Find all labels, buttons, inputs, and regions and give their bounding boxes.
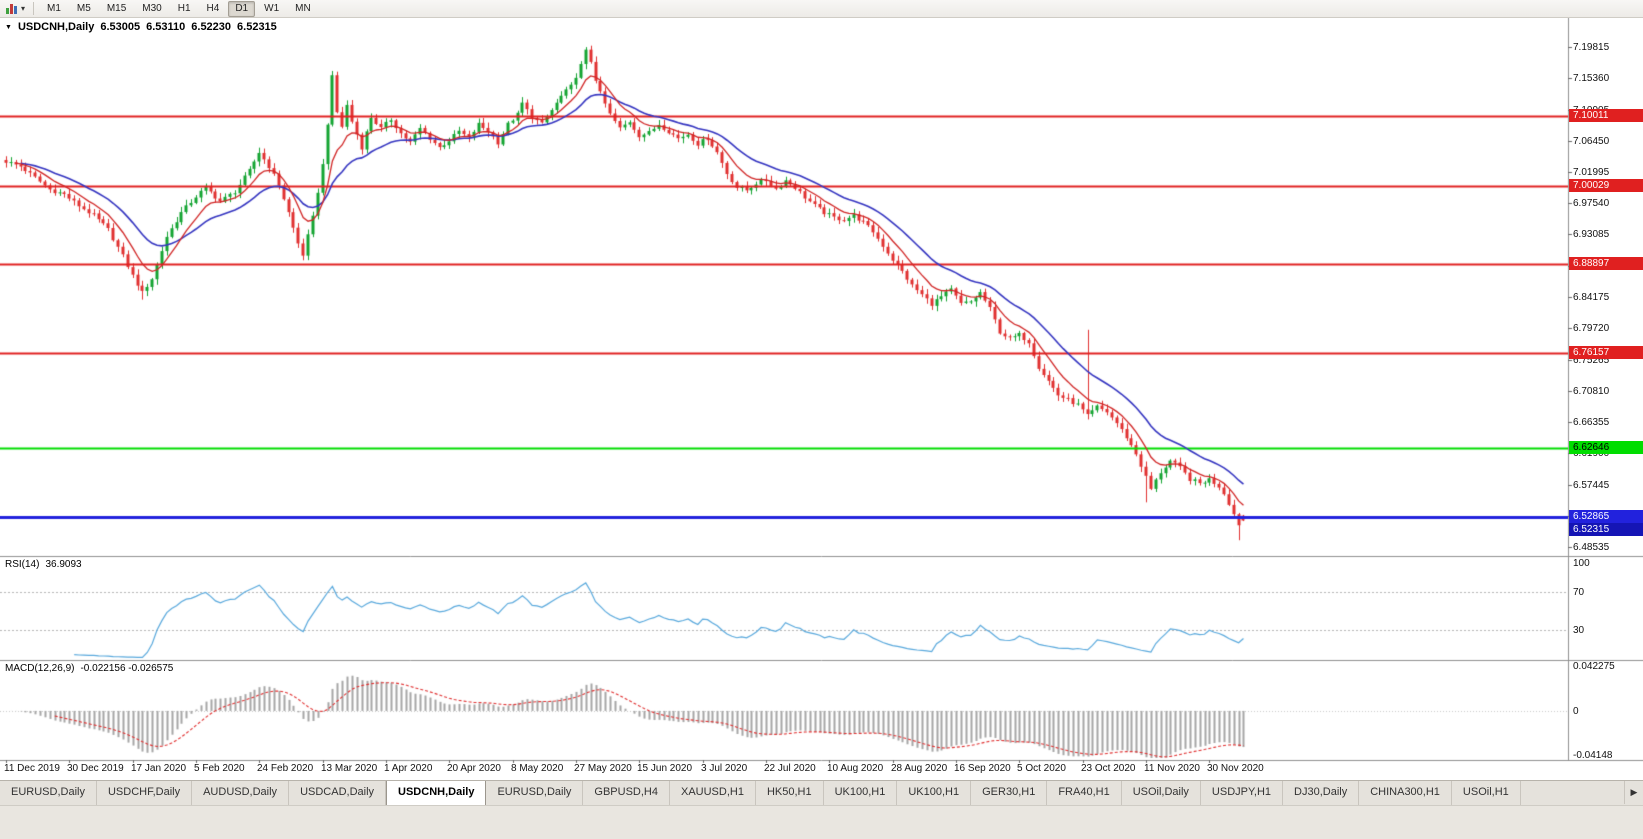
price-axis-tick: 7.19815 [1573, 42, 1610, 53]
chart-tab-gbpusd-h4[interactable]: GBPUSD,H4 [583, 781, 670, 805]
date-axis-label: 13 Mar 2020 [321, 763, 378, 774]
chart-tab-usdchf-daily[interactable]: USDCHF,Daily [97, 781, 193, 805]
timeframe-toolbar: ▾ M1 M5 M15 M30 H1 H4 D1 W1 MN [0, 0, 1643, 18]
chart-tab-strip: EURUSD,Daily USDCHF,Daily AUDUSD,Daily USDC… [0, 781, 1521, 805]
collapse-triangle-icon[interactable]: ▼ [5, 23, 12, 31]
level-price-badge: 6.76157 [1569, 346, 1643, 359]
price-axis-tick: 6.75265 [1573, 355, 1610, 366]
date-axis-label: 16 Sep 2020 [954, 763, 1011, 774]
chart-title: ▼ USDCNH,Daily 6.53005 6.53110 6.52230 6… [5, 21, 277, 33]
chart-tab-audusd-daily[interactable]: AUDUSD,Daily [192, 781, 290, 805]
chart-tab-china300-h1[interactable]: CHINA300,H1 [1359, 781, 1452, 805]
chart-window: ▼ USDCNH,Daily 6.53005 6.53110 6.52230 6… [0, 18, 1643, 780]
price-axis-tick: 6.70810 [1573, 386, 1610, 397]
date-axis-label: 23 Oct 2020 [1081, 763, 1136, 774]
level-price-badge: 7.00029 [1569, 179, 1643, 192]
price-axis-tick: 6.48535 [1573, 542, 1610, 553]
chart-tab-fra40-h1[interactable]: FRA40,H1 [1047, 781, 1122, 805]
macd-name: MACD(12,26,9) [5, 663, 75, 674]
timeframe-button-m1[interactable]: M1 [47, 2, 61, 14]
price-axis-tick: 6.84175 [1573, 292, 1610, 303]
price-axis-tick: 7.01995 [1573, 167, 1610, 178]
rsi-scale-tick: 30 [1573, 625, 1585, 636]
timeframe-button-h1[interactable]: H1 [177, 2, 191, 14]
date-axis-label: 10 Aug 2020 [827, 763, 884, 774]
chart-tab-uk100-h1[interactable]: UK100,H1 [897, 781, 972, 805]
rsi-scale-tick: 70 [1573, 587, 1585, 598]
date-axis-label: 1 Apr 2020 [384, 763, 433, 774]
chart-type-icon[interactable] [6, 3, 19, 14]
level-price-badge: 6.52865 [1569, 510, 1643, 523]
price-chart-canvas[interactable] [0, 18, 1643, 780]
date-axis-label: 30 Dec 2019 [67, 763, 124, 774]
date-axis-label: 8 May 2020 [511, 763, 564, 774]
rsi-scale-tick: 100 [1573, 558, 1590, 569]
rsi-name: RSI(14) [5, 559, 40, 570]
level-price-badge: 6.62646 [1569, 441, 1643, 454]
date-axis-label: 5 Oct 2020 [1017, 763, 1066, 774]
chart-tab-eurusd-daily[interactable]: EURUSD,Daily [0, 781, 97, 805]
chart-tab-usoil-daily[interactable]: USOil,Daily [1122, 781, 1201, 805]
chart-tab-usdjpy-h1[interactable]: USDJPY,H1 [1201, 781, 1284, 805]
chart-symbol-label: USDCNH,Daily [17, 21, 95, 33]
chart-tab-dj30-daily[interactable]: DJ30,Daily [1283, 781, 1360, 805]
date-axis-label: 20 Apr 2020 [447, 763, 501, 774]
toolbar-separator [33, 2, 35, 15]
chart-tab-xauusd-h1[interactable]: XAUUSD,H1 [670, 781, 756, 805]
timeframe-button-d1[interactable]: D1 [228, 0, 256, 17]
date-axis-label: 24 Feb 2020 [257, 763, 314, 774]
chart-tab-usdcad-daily[interactable]: USDCAD,Daily [289, 781, 387, 805]
timeframe-button-group: M1 M5 M15 M30 H1 H4 D1 W1 MN [39, 0, 319, 17]
status-strip [0, 805, 1643, 839]
chart-tab-ger30-h1[interactable]: GER30,H1 [971, 781, 1048, 805]
date-axis-label: 27 May 2020 [574, 763, 632, 774]
chart-tabbar: EURUSD,Daily USDCHF,Daily AUDUSD,Daily USDC… [0, 780, 1643, 805]
date-axis-label: 11 Dec 2019 [4, 763, 60, 774]
date-axis-label: 30 Nov 2020 [1207, 763, 1264, 774]
timeframe-button-mn[interactable]: MN [295, 2, 311, 14]
chart-tab-hk50-h1[interactable]: HK50,H1 [756, 781, 824, 805]
macd-values: -0.022156 -0.026575 [80, 663, 174, 674]
chart-tab-eurusd-daily[interactable]: EURUSD,Daily [486, 781, 584, 805]
timeframe-button-h4[interactable]: H4 [206, 2, 220, 14]
timeframe-button-m5[interactable]: M5 [76, 2, 91, 14]
timeframe-button-m30[interactable]: M30 [142, 2, 162, 14]
price-axis-tick: 6.57445 [1573, 480, 1610, 491]
date-axis-label: 11 Nov 2020 [1144, 763, 1200, 774]
date-axis-label: 15 Jun 2020 [637, 763, 693, 774]
timeframe-button-m15[interactable]: M15 [106, 2, 127, 14]
macd-indicator-label: MACD(12,26,9) -0.022156 -0.026575 [5, 663, 173, 674]
current-price-badge: 6.52315 [1569, 523, 1643, 536]
level-price-badge: 6.88897 [1569, 257, 1643, 270]
timeframe-button-w1[interactable]: W1 [264, 2, 280, 14]
price-axis-tick: 7.15360 [1573, 73, 1610, 84]
date-axis-label: 17 Jan 2020 [131, 763, 187, 774]
chart-tab-usdcnh-daily[interactable]: USDCNH,Daily [386, 781, 487, 805]
close-value: 6.52315 [237, 21, 277, 33]
tabbar-scroll-right-button[interactable]: ▶ [1624, 781, 1643, 804]
rsi-indicator-label: RSI(14) 36.9093 [5, 559, 82, 570]
chart-type-dropdown-caret[interactable]: ▾ [21, 4, 26, 13]
low-value: 6.52230 [191, 21, 232, 33]
price-axis-tick: 6.97540 [1573, 198, 1610, 209]
level-price-badge: 7.10011 [1569, 109, 1643, 122]
chart-tab-uk100-h1[interactable]: UK100,H1 [824, 781, 898, 805]
macd-scale-tick: 0.042275 [1573, 661, 1615, 672]
date-axis-label: 28 Aug 2020 [891, 763, 948, 774]
price-axis-tick: 6.93085 [1573, 229, 1610, 240]
rsi-value: 36.9093 [45, 559, 82, 570]
open-value: 6.53005 [100, 21, 141, 33]
high-value: 6.53110 [146, 21, 186, 33]
macd-scale-tick: -0.04148 [1573, 750, 1613, 761]
date-axis-label: 22 Jul 2020 [764, 763, 816, 774]
chart-tab-usoil-h1[interactable]: USOil,H1 [1452, 781, 1521, 805]
macd-scale-tick: 0 [1573, 706, 1579, 717]
price-axis-tick: 6.79720 [1573, 323, 1610, 334]
price-axis-tick: 7.06450 [1573, 136, 1610, 147]
price-axis-tick: 6.66355 [1573, 417, 1610, 428]
date-axis-label: 5 Feb 2020 [194, 763, 245, 774]
date-axis-label: 3 Jul 2020 [701, 763, 748, 774]
